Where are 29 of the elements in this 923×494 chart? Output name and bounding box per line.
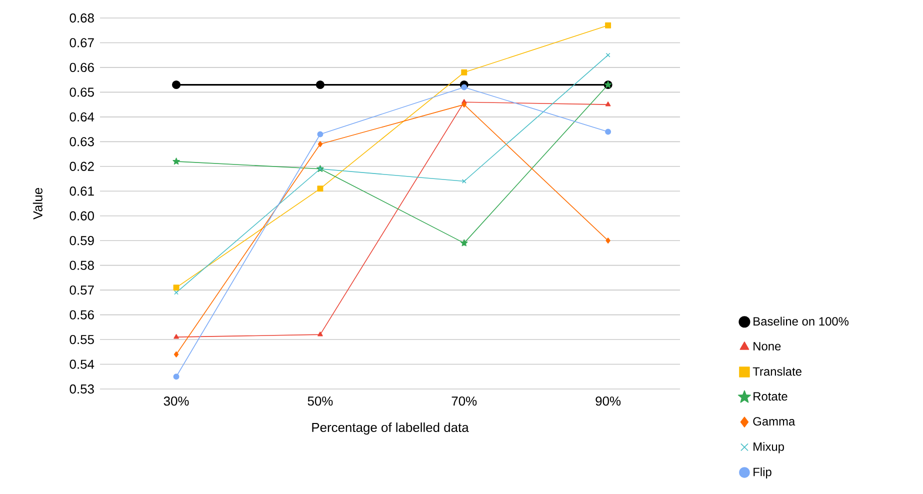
y-tick-label: 0.64 — [70, 112, 94, 122]
y-tick-label: 0.67 — [70, 38, 94, 48]
y-tick-label: 0.60 — [70, 211, 94, 220]
x-tick-label: 50% — [308, 396, 333, 406]
x-tick-label: 30% — [164, 396, 189, 406]
y-tick-label: 0.62 — [70, 162, 94, 171]
y-tick-label: 0.66 — [70, 62, 94, 72]
legend-label: Rotate — [754, 392, 788, 401]
y-tick-label: 0.63 — [70, 137, 94, 146]
y-tick-label: 0.61 — [70, 186, 94, 196]
legend-label: None — [754, 342, 781, 350]
legend-label: Mixup — [754, 442, 784, 454]
y-tick-label: 0.68 — [70, 13, 94, 23]
x-axis-title: Percentage of labelled data — [312, 422, 469, 435]
y-axis-title: Value — [32, 188, 42, 220]
legend-label: Gamma — [753, 417, 796, 426]
y-tick-label: 0.65 — [70, 88, 94, 97]
legend-label: Translate — [752, 366, 802, 376]
y-tick-label: 0.59 — [70, 236, 94, 246]
y-tick-label: 0.56 — [70, 310, 94, 320]
y-tick-label: 0.53 — [70, 384, 94, 394]
y-tick-label: 0.55 — [70, 334, 94, 344]
y-tick-label: 0.57 — [70, 285, 94, 295]
y-tick-label: 0.54 — [70, 360, 94, 369]
legend-label: Flip — [754, 467, 772, 479]
x-tick-label: 90% — [596, 396, 621, 406]
y-tick-label: 0.58 — [70, 260, 94, 270]
legend-label: Baseline on 100% — [754, 316, 849, 326]
x-tick-label: 70% — [452, 396, 477, 406]
